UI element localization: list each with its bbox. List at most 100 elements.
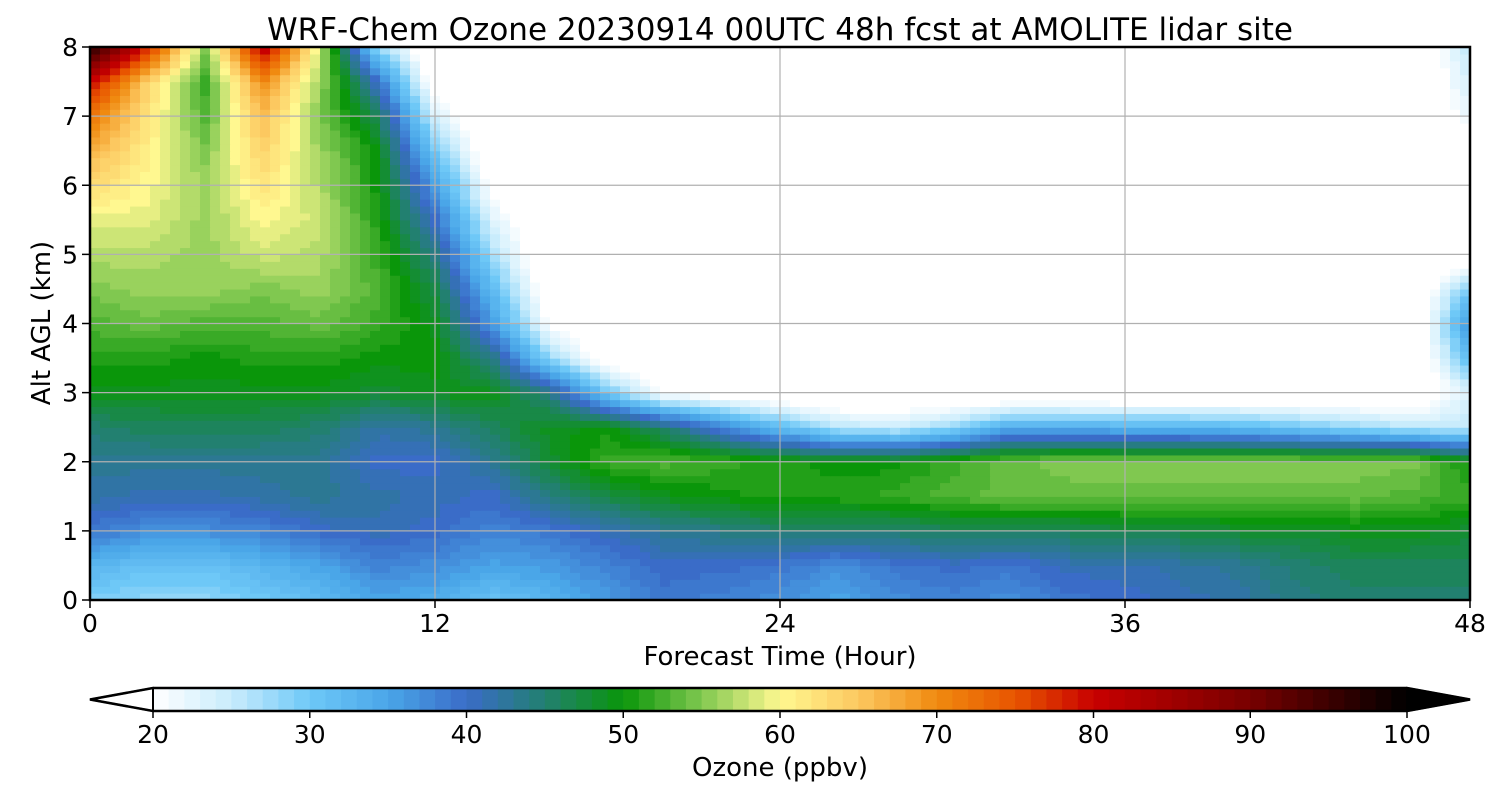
heatmap-cell — [100, 468, 111, 477]
heatmap-cell — [460, 510, 471, 518]
heatmap-cell — [1200, 434, 1211, 442]
heatmap-cell — [90, 558, 101, 567]
heatmap-cell — [480, 544, 491, 553]
heatmap-cell — [840, 427, 851, 435]
heatmap-cell — [380, 447, 391, 456]
heatmap-cell — [730, 475, 741, 484]
heatmap-cell — [270, 454, 281, 463]
heatmap-cell — [1380, 427, 1391, 435]
heatmap-cell — [730, 447, 741, 456]
heatmap-cell — [250, 447, 261, 456]
heatmap-cell — [1450, 427, 1461, 435]
heatmap-cell — [210, 475, 221, 484]
heatmap-cell — [1200, 364, 1211, 373]
heatmap-cell — [1450, 468, 1461, 477]
heatmap-cell — [130, 461, 141, 470]
heatmap-cell — [470, 461, 481, 470]
heatmap-cell — [1150, 510, 1161, 518]
heatmap-cell — [550, 434, 561, 442]
heatmap-cell — [730, 523, 741, 532]
heatmap-cell — [720, 399, 731, 408]
heatmap-cell — [1170, 385, 1181, 394]
heatmap-cell — [140, 523, 151, 532]
heatmap-cell — [810, 385, 821, 394]
heatmap-cell — [840, 510, 851, 518]
heatmap-cell — [480, 572, 491, 580]
heatmap-cell — [1170, 406, 1181, 414]
heatmap-cell — [1170, 530, 1181, 539]
heatmap-cell — [1310, 385, 1321, 394]
heatmap-cell — [650, 461, 661, 470]
heatmap-cell — [1280, 385, 1291, 394]
heatmap-cell — [890, 544, 901, 553]
heatmap-cell — [860, 364, 871, 373]
heatmap-cell — [1180, 378, 1191, 387]
heatmap-cell — [1420, 517, 1431, 525]
heatmap-cell — [460, 530, 471, 539]
heatmap-cell — [1070, 454, 1081, 463]
heatmap-cell — [1300, 406, 1311, 414]
heatmap-cell — [940, 399, 951, 408]
heatmap-cell — [1170, 565, 1181, 573]
heatmap-cell — [1260, 544, 1271, 553]
heatmap-cell — [1110, 454, 1121, 463]
heatmap-cell — [360, 482, 371, 490]
heatmap-cell — [150, 530, 161, 539]
heatmap-cell — [830, 351, 841, 359]
heatmap-cell — [250, 558, 261, 567]
heatmap-cell — [240, 468, 251, 477]
heatmap-cell — [290, 530, 301, 539]
heatmap-cell — [880, 586, 891, 594]
heatmap-cell — [650, 530, 661, 539]
heatmap-cell — [240, 503, 251, 511]
heatmap-cell — [700, 427, 711, 435]
heatmap-cell — [340, 420, 351, 428]
heatmap-cell — [920, 537, 931, 546]
heatmap-cell — [650, 489, 661, 497]
heatmap-cell — [860, 468, 871, 477]
heatmap-cell — [1320, 358, 1331, 366]
heatmap-cell — [660, 406, 671, 414]
heatmap-cell — [790, 399, 801, 408]
heatmap-cell — [320, 434, 331, 442]
heatmap-cell — [1020, 420, 1031, 428]
heatmap-cell — [1160, 586, 1171, 594]
heatmap-cell — [1060, 537, 1071, 546]
heatmap-cell — [770, 489, 781, 497]
heatmap-cell — [90, 468, 101, 477]
heatmap-cell — [900, 579, 911, 587]
heatmap-cell — [1230, 572, 1241, 580]
heatmap-cell — [610, 482, 621, 490]
heatmap-cell — [170, 413, 181, 421]
heatmap-cell — [940, 489, 951, 497]
heatmap-cell — [1250, 441, 1261, 449]
heatmap-cell — [1190, 496, 1201, 504]
heatmap-cell — [850, 572, 861, 580]
heatmap-cell — [590, 510, 601, 518]
heatmap-cell — [140, 558, 151, 567]
heatmap-cell — [460, 544, 471, 553]
heatmap-cell — [580, 441, 591, 449]
heatmap-cell — [150, 399, 161, 408]
heatmap-cell — [1090, 385, 1101, 394]
heatmap-cell — [300, 482, 311, 490]
heatmap-cell — [970, 572, 981, 580]
heatmap-cell — [270, 392, 281, 401]
heatmap-cell — [1320, 406, 1331, 414]
heatmap-cell — [1240, 593, 1251, 600]
heatmap-cell — [700, 378, 711, 387]
heatmap-cell — [580, 558, 591, 567]
heatmap-cell — [720, 420, 731, 428]
heatmap-cell — [380, 358, 391, 366]
heatmap-cell — [510, 565, 521, 573]
heatmap-cell — [1430, 489, 1441, 497]
heatmap-cell — [700, 406, 711, 414]
heatmap-cell — [330, 565, 341, 573]
heatmap-cell — [1270, 586, 1281, 594]
heatmap-cell — [490, 427, 501, 435]
heatmap-cell — [370, 510, 381, 518]
heatmap-cell — [810, 510, 821, 518]
heatmap-cell — [710, 503, 721, 511]
heatmap-cell — [290, 586, 301, 594]
